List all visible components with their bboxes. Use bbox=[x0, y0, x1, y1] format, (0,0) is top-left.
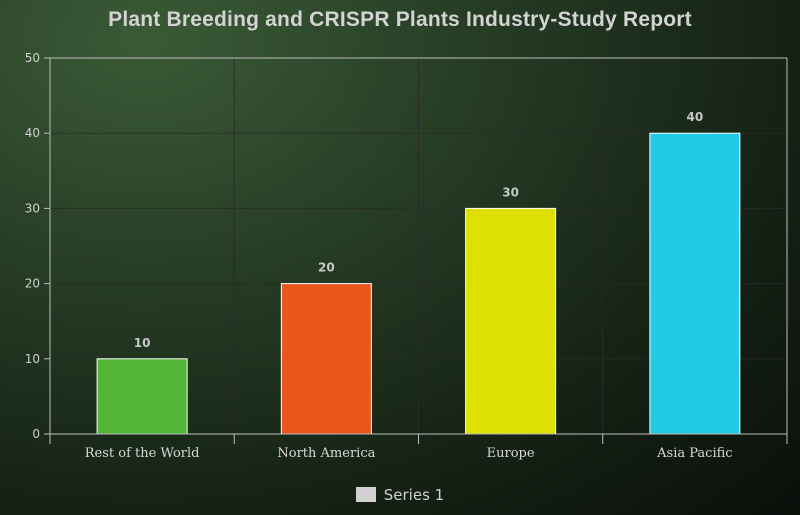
x-category-label: Rest of the World bbox=[85, 446, 200, 461]
y-tick-label: 30 bbox=[25, 201, 40, 215]
data-label: 20 bbox=[318, 261, 335, 275]
bar bbox=[280, 283, 372, 435]
y-tick-label: 50 bbox=[25, 51, 40, 65]
label-layer: 0 10 20 30 40 50 10 Rest of the World 20 North Am… bbox=[25, 51, 733, 461]
y-tick-label: 0 bbox=[32, 427, 40, 441]
data-label: 30 bbox=[502, 185, 519, 199]
x-category-label: Europe bbox=[487, 446, 535, 461]
data-label: 40 bbox=[687, 110, 704, 124]
chart-title: Plant Breeding and CRISPR Plants Industr… bbox=[108, 8, 692, 31]
legend-label: Series 1 bbox=[383, 486, 445, 504]
y-tick-label: 40 bbox=[25, 126, 40, 140]
legend-swatch bbox=[355, 487, 376, 502]
x-category-label: Asia Pacific bbox=[656, 446, 732, 461]
data-label: 10 bbox=[134, 336, 151, 350]
y-tick-label: 20 bbox=[25, 277, 40, 291]
bar bbox=[465, 207, 557, 435]
legend: Series 1 bbox=[0, 486, 800, 504]
axis-layer bbox=[44, 57, 788, 444]
y-tick-label: 10 bbox=[25, 352, 40, 366]
bar-layer bbox=[96, 132, 741, 435]
x-category-label: North America bbox=[277, 446, 375, 461]
bar bbox=[96, 358, 188, 435]
bar bbox=[649, 132, 741, 435]
